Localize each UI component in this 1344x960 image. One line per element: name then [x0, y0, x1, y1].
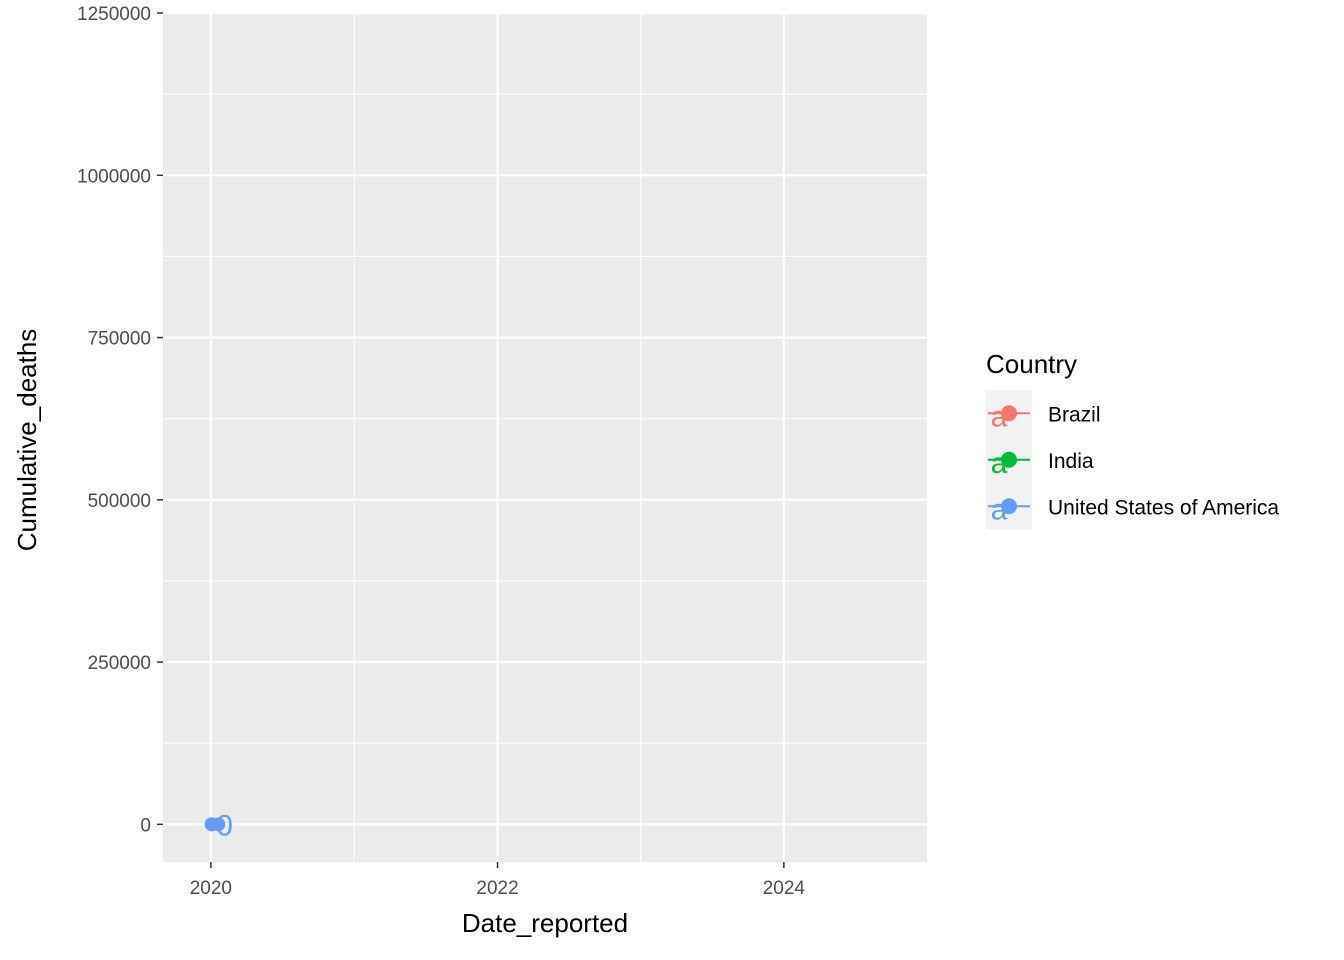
legend-label: Brazil	[1048, 403, 1101, 426]
legend: Country a Brazil a India a United States of A…	[986, 349, 1279, 530]
x-tick-label: 2020	[190, 878, 232, 899]
grid-minor	[163, 13, 927, 862]
legend-title: Country	[986, 349, 1077, 379]
y-axis-title: Cumulative_deaths	[12, 329, 42, 552]
legend-label: India	[1048, 450, 1094, 473]
legend-item: a United States of America	[986, 483, 1279, 530]
legend-label: United States of America	[1048, 496, 1279, 519]
y-tick-label: 250000	[88, 653, 151, 674]
plot-panel	[163, 13, 927, 862]
x-tick-label: 2024	[763, 878, 806, 899]
legend-keys: a Brazil a India a United States of America	[986, 390, 1279, 530]
y-axis: 0 250000 500000 750000 1000000 1250000	[77, 4, 163, 836]
legend-key-point	[1001, 498, 1017, 515]
legend-key-text-glyph: a	[991, 400, 1008, 433]
series-points	[204, 817, 226, 832]
legend-key-point	[1001, 405, 1017, 422]
x-tick-label: 2022	[476, 878, 518, 899]
legend-item: a Brazil	[986, 390, 1101, 437]
data-point	[211, 817, 226, 832]
y-tick-label: 1000000	[77, 166, 151, 187]
point-labels: 0	[216, 809, 233, 842]
y-tick-label: 1250000	[77, 4, 151, 25]
x-axis: 2020 2022 2024	[190, 862, 806, 899]
y-tick-label: 750000	[88, 329, 151, 350]
legend-key-text-glyph: a	[991, 447, 1008, 480]
legend-key-point	[1001, 451, 1017, 468]
x-axis-title: Date_reported	[462, 908, 628, 938]
y-tick-label: 500000	[88, 491, 151, 512]
point-label: 0	[216, 809, 233, 842]
legend-item: a India	[986, 436, 1094, 483]
grid-major	[163, 11, 927, 862]
y-tick-label: 0	[140, 815, 151, 836]
legend-key-text-glyph: a	[991, 493, 1008, 526]
